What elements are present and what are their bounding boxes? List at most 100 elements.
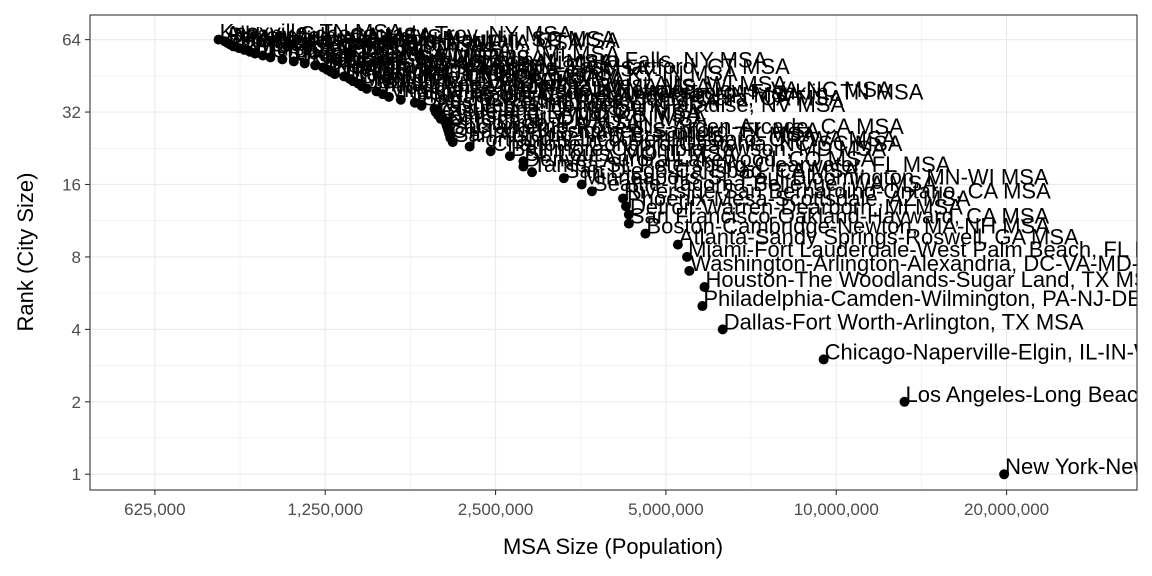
data-point [558, 173, 569, 184]
data-point-label: Milwaukee-Waukesha-West Allis, WI MSA [377, 71, 787, 96]
y-tick-label: 64 [62, 31, 81, 50]
data-point-label: Urban Honolulu, HI MSA [271, 37, 512, 62]
data-point-label: Riverside-San Bernardino-Ontario, CA MSA [624, 178, 1051, 203]
data-point [464, 141, 475, 152]
data-point [899, 396, 910, 407]
data-point-label: Baltimore-Columbia-Towson, MD MSA [511, 136, 887, 161]
data-point-label: Greenville-Anderson-Mauldin, SC MSA [234, 26, 616, 51]
data-point-label: Bridgeport-Stamford-Norwalk, CT MSA [240, 28, 620, 53]
data-point [576, 179, 587, 190]
data-point-label: Sacramento-Roseville-Arden-Arcade, CA MS… [450, 114, 904, 139]
data-point [586, 186, 597, 197]
data-point-label: Tulsa, OK MSA [264, 35, 415, 60]
data-point-label: Knoxville, TN MSA [220, 20, 403, 45]
y-tick-label: 4 [72, 320, 81, 339]
data-point [699, 281, 710, 292]
data-point-label: Jacksonville, FL MSA [368, 69, 578, 94]
data-point-label: Tucson, AZ MSA [283, 39, 448, 64]
data-point [504, 151, 515, 162]
data-point-label: Atlanta-Sandy Springs-Roswell, GA MSA [679, 225, 1079, 250]
data-point [257, 50, 268, 61]
data-point [672, 239, 683, 250]
data-point [277, 54, 288, 65]
data-point-label: Omaha-Council Bluffs, NE-IA MSA [245, 30, 582, 55]
data-point-label: Philadelphia-Camden-Wilmington, PA-NJ-DE… [703, 286, 1152, 311]
data-point-label: Birmingham-Hoover, AL MSA [328, 50, 614, 75]
data-point-label: Fresno, CA MSA [256, 34, 420, 59]
data-point-label: Austin-Round Rock, TX MSA [435, 89, 719, 114]
x-tick-label: 625,000 [124, 500, 185, 519]
data-point-label: Detroit-Warren-Dearborn, MI MSA [630, 195, 963, 220]
data-point [318, 62, 329, 73]
data-point [618, 193, 629, 204]
data-point-label: Washington-Arlington-Alexandria, DC-VA-M… [690, 251, 1152, 276]
data-point [265, 52, 276, 63]
minor-gridlines [90, 15, 1137, 490]
data-point-label: Memphis, TN-MS-AR MSA [363, 66, 626, 91]
data-point-label: Charlotte-Concord-Gastonia, NC-SC MSA [492, 131, 903, 156]
data-point [288, 56, 299, 67]
data-point-label: Tampa-St. Petersburg-Clearwater, FL MSA [533, 152, 951, 177]
plot-panel [90, 15, 1137, 490]
data-point [299, 58, 310, 69]
data-point-label: San Diego-Carlsbad, CA MSA [565, 158, 859, 183]
data-point-label: San Antonio-New Braunfels, TX MSA [454, 122, 817, 147]
data-point-label: Rochester, NY MSA [306, 43, 502, 68]
y-tick-label: 1 [72, 465, 81, 484]
data-point-label: Hartford-West Hartford-East Hartford, CT… [336, 54, 790, 79]
data-point-label: Richmond, VA MSA [351, 59, 543, 84]
data-point [999, 469, 1010, 480]
data-point [518, 156, 529, 167]
major-gridlines [90, 15, 1137, 490]
data-point-label: Las Vegas-Henderson-Paradise, NV MSA [437, 92, 846, 117]
data-point [697, 301, 708, 312]
data-point-label: Grand Rapids-Wyoming, MI MSA [295, 41, 620, 66]
data-point-label: Cleveland-Elyria, OH MSA [442, 99, 702, 124]
data-point-label: Boston-Cambridge-Newton, MA-NH MSA [646, 214, 1050, 239]
data-point-label: Orlando-Kissimmee-Sanford, FL MSA [451, 118, 820, 143]
data-point-label: Virginia Beach-Norfolk-Newport News, VA-… [390, 77, 892, 102]
data-point-label: Indianapolis-Carmel-Anderson, IN MSA [416, 83, 801, 108]
data-point-label: Providence-Warwick, RI-MA MSA [384, 74, 711, 99]
panel-border [89, 14, 1138, 491]
x-tick-label: 5,000,000 [628, 500, 704, 519]
y-tick-label: 16 [62, 175, 81, 194]
data-point-label: Seattle-Tacoma-Bellevue, WA MSA [593, 171, 937, 196]
data-point [429, 103, 440, 114]
data-point [623, 218, 634, 229]
data-point-label: Pittsburgh, PA MSA [449, 110, 641, 135]
data-point-label: Phoenix-Mesa-Scottsdale, AZ MSA [627, 186, 971, 211]
data-point-label: San Jose-Sunnyvale-Santa Clara, CA MSA [423, 86, 844, 111]
data-point-label: Dallas-Fort Worth-Arlington, TX MSA [724, 309, 1084, 334]
data-points: New York-Newark-Jersey City, NY-NJ-PA MS… [213, 20, 1152, 480]
x-tick-label: 1,250,000 [287, 500, 363, 519]
y-tick-label: 2 [72, 393, 81, 412]
data-point [640, 228, 651, 239]
data-point-label: Houston-The Woodlands-Sugar Land, TX MSA [705, 267, 1152, 292]
data-point [623, 209, 634, 220]
data-point-label: Buffalo-Cheektowaga-Niagara Falls, NY MS… [324, 48, 767, 73]
x-tick-label: 20,000,000 [964, 500, 1049, 519]
data-point [409, 97, 420, 108]
data-point-label: Albuquerque, NM MSA [231, 25, 456, 50]
data-point-label: Los Angeles-Long Beach-Anaheim, CA MSA [905, 382, 1152, 407]
data-point-label: Worcester, MA-CT MSA [251, 32, 485, 57]
data-point [684, 265, 695, 276]
axis-ticks: 625,000 1,250,000 2,500,000 5,000,000 10,000… [62, 31, 1049, 519]
data-point-label: New York-Newark-Jersey City, NY-NJ-PA MS… [1005, 454, 1152, 479]
y-tick-label: 8 [72, 248, 81, 267]
data-point-label: Chicago-Naperville-Elgin, IL-IN-WI MSA [825, 339, 1152, 364]
x-axis-title: MSA Size (Population) [503, 534, 723, 559]
data-point-label: Miami-Fort Lauderdale-West Palm Beach, F… [688, 237, 1152, 262]
data-point-label: Nashville-Davidson--Murfreesboro--Frankl… [402, 80, 924, 105]
x-tick-label: 2,500,000 [458, 500, 534, 519]
data-point-label: Kansas City, MO-KS MSA [447, 102, 701, 127]
data-point [818, 354, 829, 365]
data-point-label: Raleigh, NC MSA [332, 52, 505, 77]
data-point [339, 71, 350, 82]
y-axis-title: Rank (City Size) [13, 173, 38, 332]
data-point [371, 86, 382, 97]
data-point-label: New Orleans-Metairie, LA MSA [345, 56, 650, 81]
data-point-label: Minneapolis-St. Paul-Bloomington, MN-WI … [583, 164, 1049, 189]
